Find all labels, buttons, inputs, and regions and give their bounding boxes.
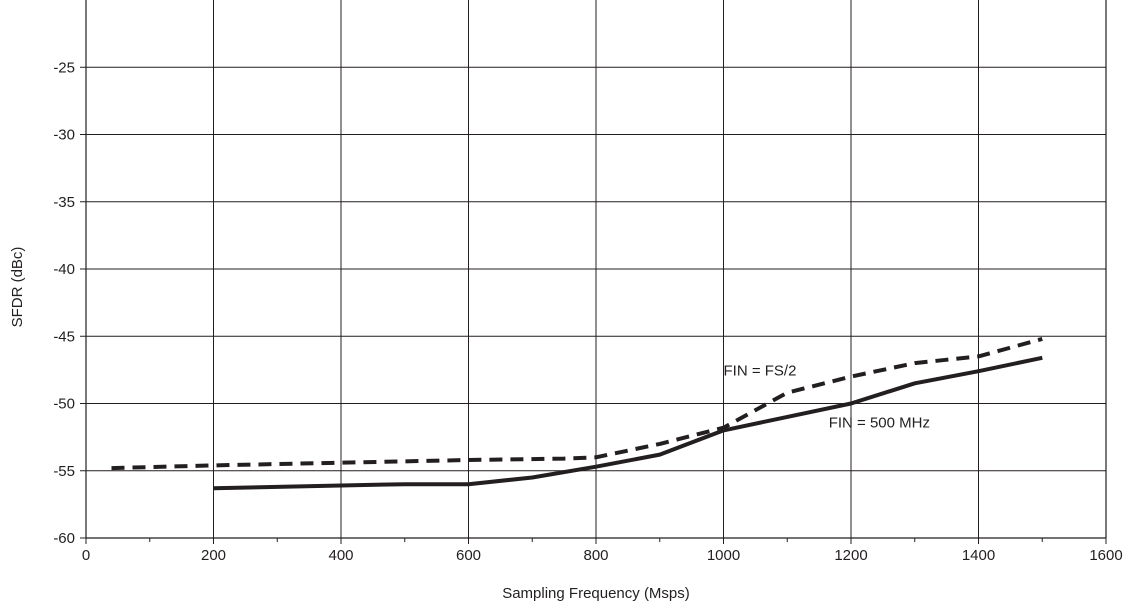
x-tick-label: 800 <box>583 547 608 564</box>
series-1-point <box>785 415 789 419</box>
series-layer <box>110 336 1044 491</box>
series-0-point <box>110 466 114 470</box>
y-tick-label: -45 <box>53 328 75 345</box>
y-tick-label: -40 <box>53 261 75 278</box>
series-0-point <box>339 461 343 465</box>
series-1-point <box>1040 356 1044 360</box>
y-axis-title: SFDR (dBc) <box>9 247 26 328</box>
series-0-point <box>785 391 789 395</box>
x-tick-label: 400 <box>328 547 353 564</box>
series-1-point <box>467 482 471 486</box>
series-1-point <box>913 381 917 385</box>
series-1-point <box>658 453 662 457</box>
series-1-point <box>212 486 216 490</box>
series-1-point <box>977 369 981 373</box>
series-1-point <box>403 482 407 486</box>
x-tick-label: 600 <box>456 547 481 564</box>
x-axis-title: Sampling Frequency (Msps) <box>502 585 690 602</box>
series-0-point <box>212 463 216 467</box>
series-1-point <box>530 475 534 479</box>
y-tick-label: -55 <box>53 463 75 480</box>
grid-layer <box>80 0 1107 544</box>
series-1-point <box>339 484 343 488</box>
series-0-point <box>849 375 853 379</box>
series-annotation: FIN = FS/2 <box>724 362 797 379</box>
x-tick-label: 1600 <box>1089 547 1122 564</box>
annotations: FIN = FS/2 FIN = 500 MHz <box>724 362 930 431</box>
y-tick-label: -50 <box>53 396 75 413</box>
x-tick-label: 0 <box>82 547 90 564</box>
tick-labels: 0 200 400 600 800 1000 1200 1400 1600 -60 -55 -50 -4… <box>53 59 1122 564</box>
series-0-point <box>1040 337 1044 341</box>
y-tick-label: -25 <box>53 59 75 76</box>
series-line-1 <box>213 355 1043 491</box>
series-annotation: FIN = 500 MHz <box>829 415 930 432</box>
series-1-point <box>722 428 726 432</box>
x-tick-label: 200 <box>201 547 226 564</box>
y-tick-label: -60 <box>53 530 75 547</box>
y-tick-label: -30 <box>53 127 75 144</box>
series-0-point <box>467 458 471 462</box>
series-0-point <box>562 457 566 461</box>
series-0-point <box>658 442 662 446</box>
series-line-0 <box>111 336 1043 471</box>
series-0-point <box>977 354 981 358</box>
series-0-point <box>594 455 598 459</box>
series-0-point <box>913 361 917 365</box>
series-1-point <box>849 402 853 406</box>
y-tick-label: -35 <box>53 194 75 211</box>
x-tick-label: 1200 <box>834 547 867 564</box>
series-1-point <box>594 465 598 469</box>
x-tick-label: 1000 <box>707 547 740 564</box>
x-tick-label: 1400 <box>962 547 995 564</box>
